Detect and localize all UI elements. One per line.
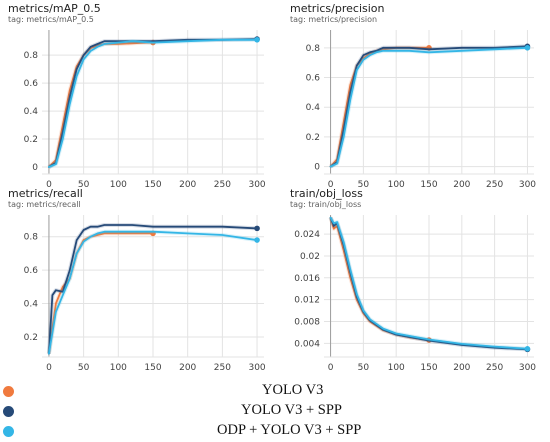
chart-tag: tag: metrics/recall <box>8 200 81 209</box>
series-halo-yolov3 <box>47 40 153 169</box>
series-line-yolov3-spp <box>48 38 259 168</box>
series-line-yolov3 <box>48 41 154 168</box>
series-line-yolov3-spp <box>329 45 529 168</box>
legend-label: ODP + YOLO V3 + SPP <box>217 422 362 438</box>
y-tick-label: 0.016 <box>294 274 320 284</box>
x-tick-label: 250 <box>214 363 231 373</box>
series-line-odp-yolov3-spp <box>48 230 259 355</box>
legend-item-yolov3: YOLO V3 <box>0 382 550 402</box>
x-tick-label: 50 <box>358 180 370 190</box>
x-tick-label: 100 <box>388 363 405 373</box>
series-end-point-odp-yolov3-spp <box>254 237 260 243</box>
x-tick-label: 300 <box>248 363 265 373</box>
x-tick-label: 0 <box>46 180 52 190</box>
y-tick-label: 0.4 <box>24 300 39 310</box>
y-tick-label: 0.012 <box>294 296 320 306</box>
x-tick-label: 200 <box>453 363 470 373</box>
series-line-odp-yolov3-spp <box>329 46 529 168</box>
series-end-point-odp-yolov3-spp <box>524 346 531 352</box>
x-tick-label: 150 <box>144 180 161 190</box>
x-tick-label: 50 <box>358 363 370 373</box>
x-tick-label: 50 <box>78 180 90 190</box>
chart-tag: tag: metrics/mAP_0.5 <box>8 15 94 24</box>
chart-panel-map: metrics/mAP_0.5 tag: metrics/mAP_0.5 0 50… <box>8 2 278 192</box>
y-tick-label: 0.6 <box>24 79 39 89</box>
x-tick-label: 300 <box>519 363 536 373</box>
legend-label: YOLO V3 <box>262 382 324 398</box>
y-tick-label: 0 <box>314 163 320 173</box>
x-tick-label: 200 <box>453 180 470 190</box>
y-tick-label: 0 <box>32 163 38 173</box>
series-end-point-odp-yolov3-spp <box>254 36 260 43</box>
legend-item-odp-yolov3-spp: ODP + YOLO V3 + SPP <box>0 422 550 442</box>
y-tick-label: 0.4 <box>24 107 39 117</box>
x-tick-label: 0 <box>328 363 334 373</box>
y-tick-label: 0.02 <box>300 252 320 262</box>
y-tick-label: 0.024 <box>294 230 320 240</box>
y-tick-label: 0.2 <box>24 135 38 145</box>
x-tick-label: 300 <box>248 180 265 190</box>
legend: YOLO V3 YOLO V3 + SPP ODP + YOLO V3 + SP… <box>0 378 550 438</box>
y-tick-label: 0.6 <box>24 266 39 276</box>
y-tick-label: 0.2 <box>24 333 38 343</box>
chart-title: metrics/recall <box>8 187 83 200</box>
chart-panel-recall: metrics/recall tag: metrics/recall 0 50 10… <box>8 187 278 377</box>
precision-chart: 0 50 100 150 200 250 300 0 0.2 0.4 0.6 0.8 <box>306 30 536 190</box>
series-line-yolov3-spp <box>48 224 259 355</box>
series-line-yolov3 <box>48 232 154 355</box>
x-tick-label: 150 <box>144 363 161 373</box>
y-tick-label: 0.8 <box>306 44 321 54</box>
x-tick-label: 0 <box>328 180 334 190</box>
x-tick-label: 250 <box>214 180 231 190</box>
x-tick-label: 50 <box>78 363 90 373</box>
legend-dot-icon <box>3 406 14 417</box>
x-tick-label: 200 <box>179 180 196 190</box>
y-tick-label: 0.8 <box>24 51 39 61</box>
y-tick-label: 0.4 <box>306 103 321 113</box>
y-tick-label: 0.008 <box>294 318 320 328</box>
recall-chart: 0 50 100 150 200 250 300 0.2 0.4 0.6 0.8 <box>24 215 266 373</box>
series-end-point-odp-yolov3-spp <box>524 45 531 51</box>
chart-title: metrics/mAP_0.5 <box>8 2 101 15</box>
series-line-odp-yolov3-spp <box>48 38 259 168</box>
y-tick-label: 0.2 <box>306 133 320 143</box>
chart-tag: tag: train/obj_loss <box>290 200 362 209</box>
series-line-odp-yolov3-spp <box>329 216 529 350</box>
chart-panel-precision: metrics/precision tag: metrics/precision… <box>290 2 550 192</box>
legend-dot-icon <box>3 426 14 437</box>
chart-tag: tag: metrics/precision <box>290 15 378 24</box>
x-tick-label: 250 <box>486 180 503 190</box>
y-tick-label: 0.004 <box>294 339 320 349</box>
x-tick-label: 200 <box>179 363 196 373</box>
x-tick-label: 100 <box>110 363 127 373</box>
x-tick-label: 100 <box>388 180 405 190</box>
map-chart: 0 50 100 150 200 250 300 0 0.2 0.4 0.6 0.8 <box>24 30 266 190</box>
obj-loss-chart: 0 50 100 150 200 250 300 0.004 0.008 0.012 0.016 0.… <box>294 215 536 373</box>
series-end-point-yolov3-spp <box>254 225 260 232</box>
legend-dot-icon <box>3 386 14 397</box>
x-tick-label: 150 <box>420 363 437 373</box>
chart-title: metrics/precision <box>290 2 385 15</box>
legend-item-yolov3-spp: YOLO V3 + SPP <box>0 402 550 422</box>
x-tick-label: 0 <box>46 363 52 373</box>
x-tick-label: 150 <box>420 180 437 190</box>
x-tick-label: 300 <box>519 180 536 190</box>
x-tick-label: 100 <box>110 180 127 190</box>
legend-label: YOLO V3 + SPP <box>241 402 342 418</box>
y-tick-label: 0.8 <box>24 233 39 243</box>
chart-title: train/obj_loss <box>290 187 363 200</box>
chart-panel-obj-loss: train/obj_loss tag: train/obj_loss 0 50 10… <box>290 187 550 377</box>
x-tick-label: 250 <box>486 363 503 373</box>
y-tick-label: 0.6 <box>306 74 321 84</box>
